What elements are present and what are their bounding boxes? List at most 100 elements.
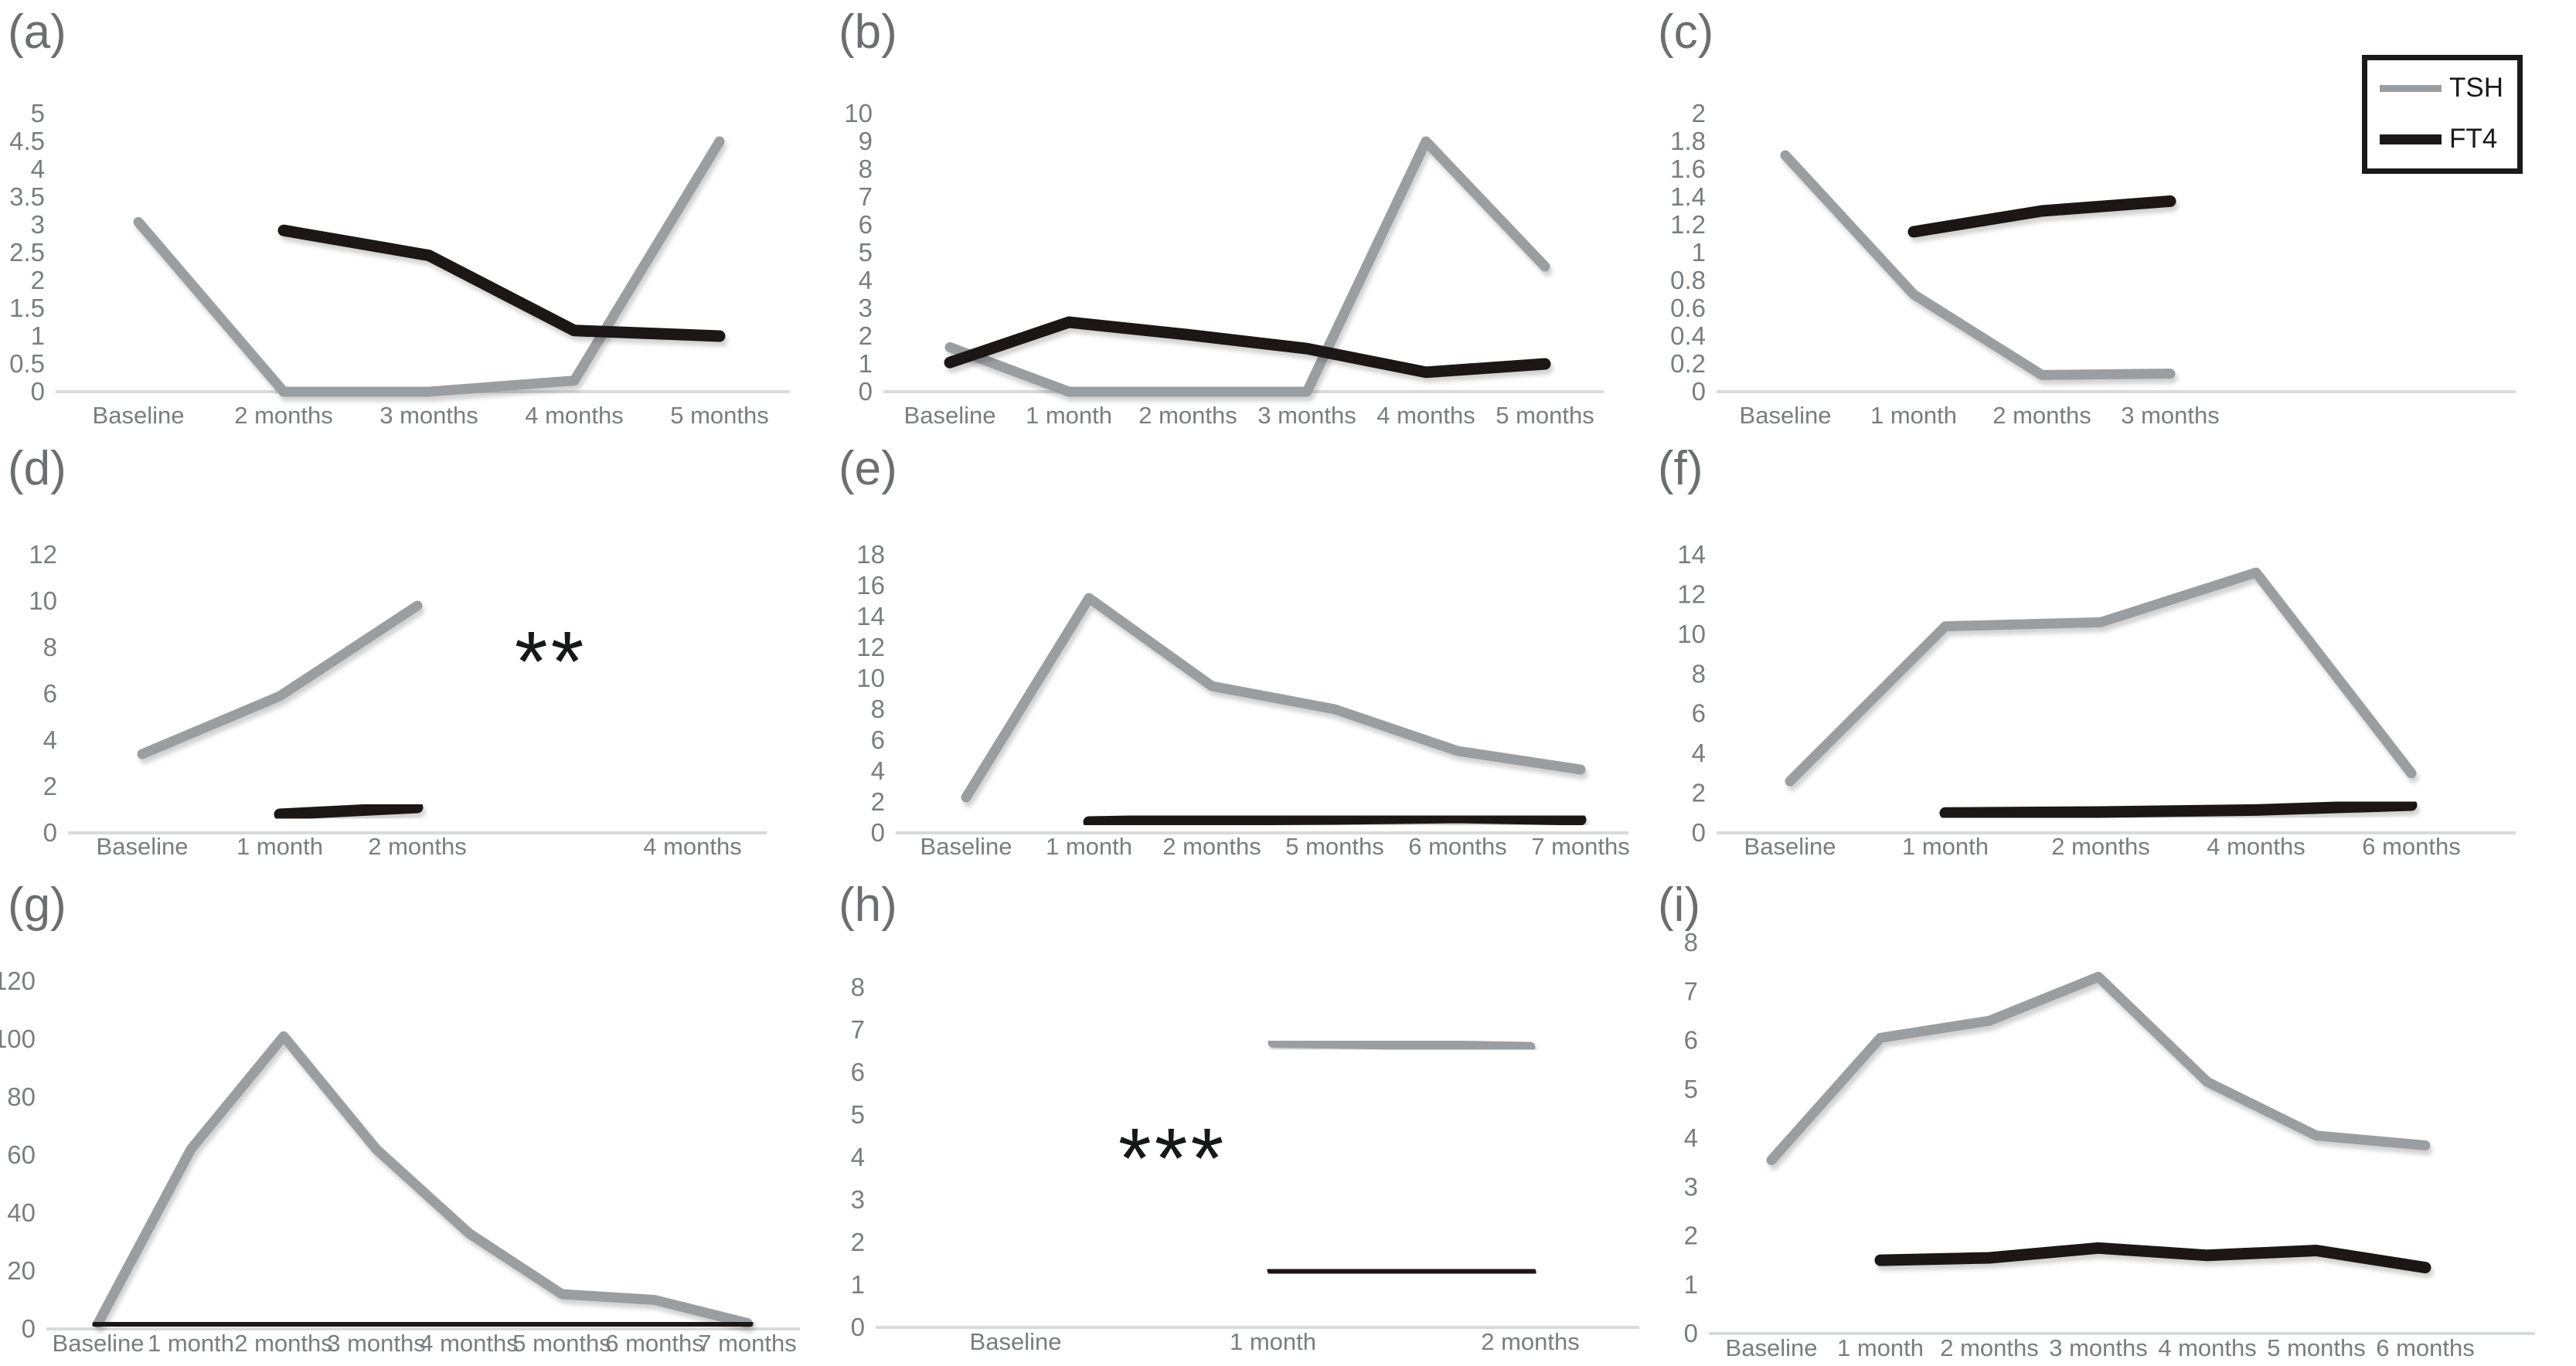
ft4-line-swatch: [2380, 134, 2442, 144]
panel-label: (d): [8, 442, 66, 495]
significance-annotation: ***: [1118, 1111, 1227, 1206]
y-axis-tick-label: 6: [43, 679, 57, 708]
x-axis-tick-label: Baseline: [53, 1330, 145, 1357]
y-axis-tick-label: 4: [31, 155, 45, 183]
y-axis-tick-label: 2: [1692, 779, 1706, 807]
x-axis-tick-label: 2 months: [1992, 402, 2091, 429]
x-axis-tick-label: 7 months: [698, 1330, 797, 1357]
y-axis-tick-label: 8: [851, 973, 865, 1001]
ft4-line: [92, 1317, 754, 1331]
y-axis-tick-label: 3: [859, 294, 873, 322]
y-axis-tick-label: 9: [859, 127, 873, 155]
y-axis-tick-label: 14: [856, 602, 885, 630]
legend-item-tsh: TSH: [2380, 73, 2511, 104]
tsh-line: [133, 136, 725, 397]
y-axis-tick-label: 10: [1677, 620, 1706, 648]
tsh-line: [1780, 150, 2176, 380]
y-axis-tick-label: 1.6: [1670, 155, 1706, 183]
x-axis-tick-label: 1 month: [1046, 833, 1132, 860]
y-axis-tick-label: 4: [1692, 739, 1706, 767]
ft4-line: [1939, 799, 2418, 819]
y-axis-tick-label: 4: [859, 266, 873, 294]
y-axis-tick-label: 1: [1692, 238, 1706, 267]
y-axis-tick-label: 1.4: [1670, 182, 1706, 211]
panel-c-chart: (c) 00.20.40.60.811.21.41.61.82 Baseline 1 …: [1658, 5, 2516, 429]
x-axis-tick-label: 1 month: [237, 833, 323, 860]
y-axis-tick-label: 0: [859, 377, 873, 406]
y-axis-tick-label: 2: [1684, 1222, 1698, 1250]
panel-h-chart: (h) 0 1 2 3 4 5 6 7 8 Baseline 1 month 2 months ***: [839, 878, 1639, 1355]
y-axis-tick-label: 12: [1677, 579, 1706, 608]
y-axis-tick-label: 2: [871, 787, 885, 816]
legend: TSH FT4: [2362, 55, 2523, 174]
y-axis-tick-label: 8: [1684, 928, 1698, 957]
x-axis-tick-label: 1 month: [1902, 833, 1989, 860]
y-axis-tick-label: 12: [29, 540, 57, 569]
x-axis-tick-label: 2 months: [234, 402, 333, 429]
y-axis-tick-label: 6: [1684, 1026, 1698, 1055]
y-axis-tick-label: 8: [43, 633, 57, 661]
y-axis-tick-label: 0.5: [9, 349, 45, 378]
y-axis-tick-label: 6: [859, 210, 873, 239]
x-axis-tick-label: 1 month: [1837, 1334, 1924, 1361]
y-axis-tick-label: 4.5: [9, 127, 45, 155]
x-axis-tick-label: Baseline: [1740, 402, 1832, 429]
y-axis-tick-label: 60: [7, 1140, 36, 1169]
tsh-line-swatch: [2380, 84, 2442, 92]
y-axis-tick-label: 10: [29, 586, 57, 615]
y-axis-tick-label: 3.5: [9, 182, 45, 211]
y-axis-tick-label: 3: [1684, 1172, 1698, 1201]
y-axis-tick-label: 2: [31, 266, 45, 294]
y-axis-tick-label: 6: [871, 725, 885, 754]
y-axis-tick-label: 8: [1692, 659, 1706, 688]
x-axis-tick-label: 7 months: [1531, 833, 1630, 860]
ft4-line: [1267, 1264, 1536, 1278]
x-axis-tick-label: 2 months: [368, 833, 467, 860]
panel-label: (i): [1658, 878, 1700, 932]
tsh-line: [1766, 971, 2431, 1165]
y-axis-tick-label: 5: [851, 1100, 865, 1129]
y-axis-tick-label: 0: [1692, 818, 1706, 847]
y-axis-tick-label: 80: [7, 1082, 36, 1111]
x-axis-tick-label: 1 month: [1870, 402, 1957, 429]
y-axis-tick-label: 0: [43, 818, 57, 847]
x-axis-tick-label: 4 months: [525, 402, 624, 429]
y-axis-tick-label: 5: [31, 99, 45, 127]
x-axis-tick-label: Baseline: [93, 402, 185, 429]
y-axis-tick-label: 1: [31, 321, 45, 350]
y-axis-tick-label: 1.2: [1670, 210, 1706, 239]
x-axis-tick-label: Baseline: [970, 1328, 1062, 1355]
x-axis-tick-label: 6 months: [1408, 833, 1507, 860]
y-axis-tick-label: 3: [851, 1185, 865, 1214]
x-axis-tick-label: 5 months: [670, 402, 769, 429]
ft4-line: [274, 801, 424, 821]
x-axis-tick-label: 2 months: [1940, 1334, 2039, 1361]
y-axis-tick-label: 7: [1684, 977, 1698, 1005]
ft4-line: [1083, 811, 1587, 828]
x-axis-tick-label: 2 months: [234, 1330, 333, 1357]
panel-i-chart: (i) 0 1 2 3 4 5 6 7 8 Baseline 1 month 2 months 3 mon…: [1658, 878, 2535, 1361]
x-axis-tick-label: Baseline: [1744, 833, 1836, 860]
legend-item-ft4: FT4: [2380, 124, 2511, 155]
panel-label: (f): [1658, 442, 1703, 495]
y-axis-tick-label: 6: [1692, 699, 1706, 728]
significance-annotation: **: [515, 614, 587, 709]
y-axis-tick-label: 5: [859, 238, 873, 267]
y-axis-tick-label: 2: [1692, 99, 1706, 127]
panel-d-chart: (d) 0 2 4 6 8 10 12 Baseline 1 month 2 months 4 mon…: [8, 442, 767, 860]
panel-label: (b): [839, 5, 897, 59]
ft4-line: [1907, 195, 2176, 238]
panel-label: (e): [839, 442, 897, 495]
x-axis-tick-label: Baseline: [920, 833, 1012, 860]
x-axis-tick-label: 1 month: [1230, 1328, 1316, 1355]
x-axis-tick-label: 2 months: [1481, 1328, 1580, 1355]
tsh-line: [93, 1031, 753, 1328]
x-axis-tick-label: 5 months: [1496, 402, 1594, 429]
y-axis-tick-label: 2: [43, 772, 57, 800]
tsh-line: [944, 136, 1550, 397]
y-axis-tick-label: 3: [31, 210, 45, 239]
x-axis-tick-label: 1 month: [148, 1330, 234, 1357]
x-axis-tick-label: 6 months: [2376, 1334, 2475, 1361]
